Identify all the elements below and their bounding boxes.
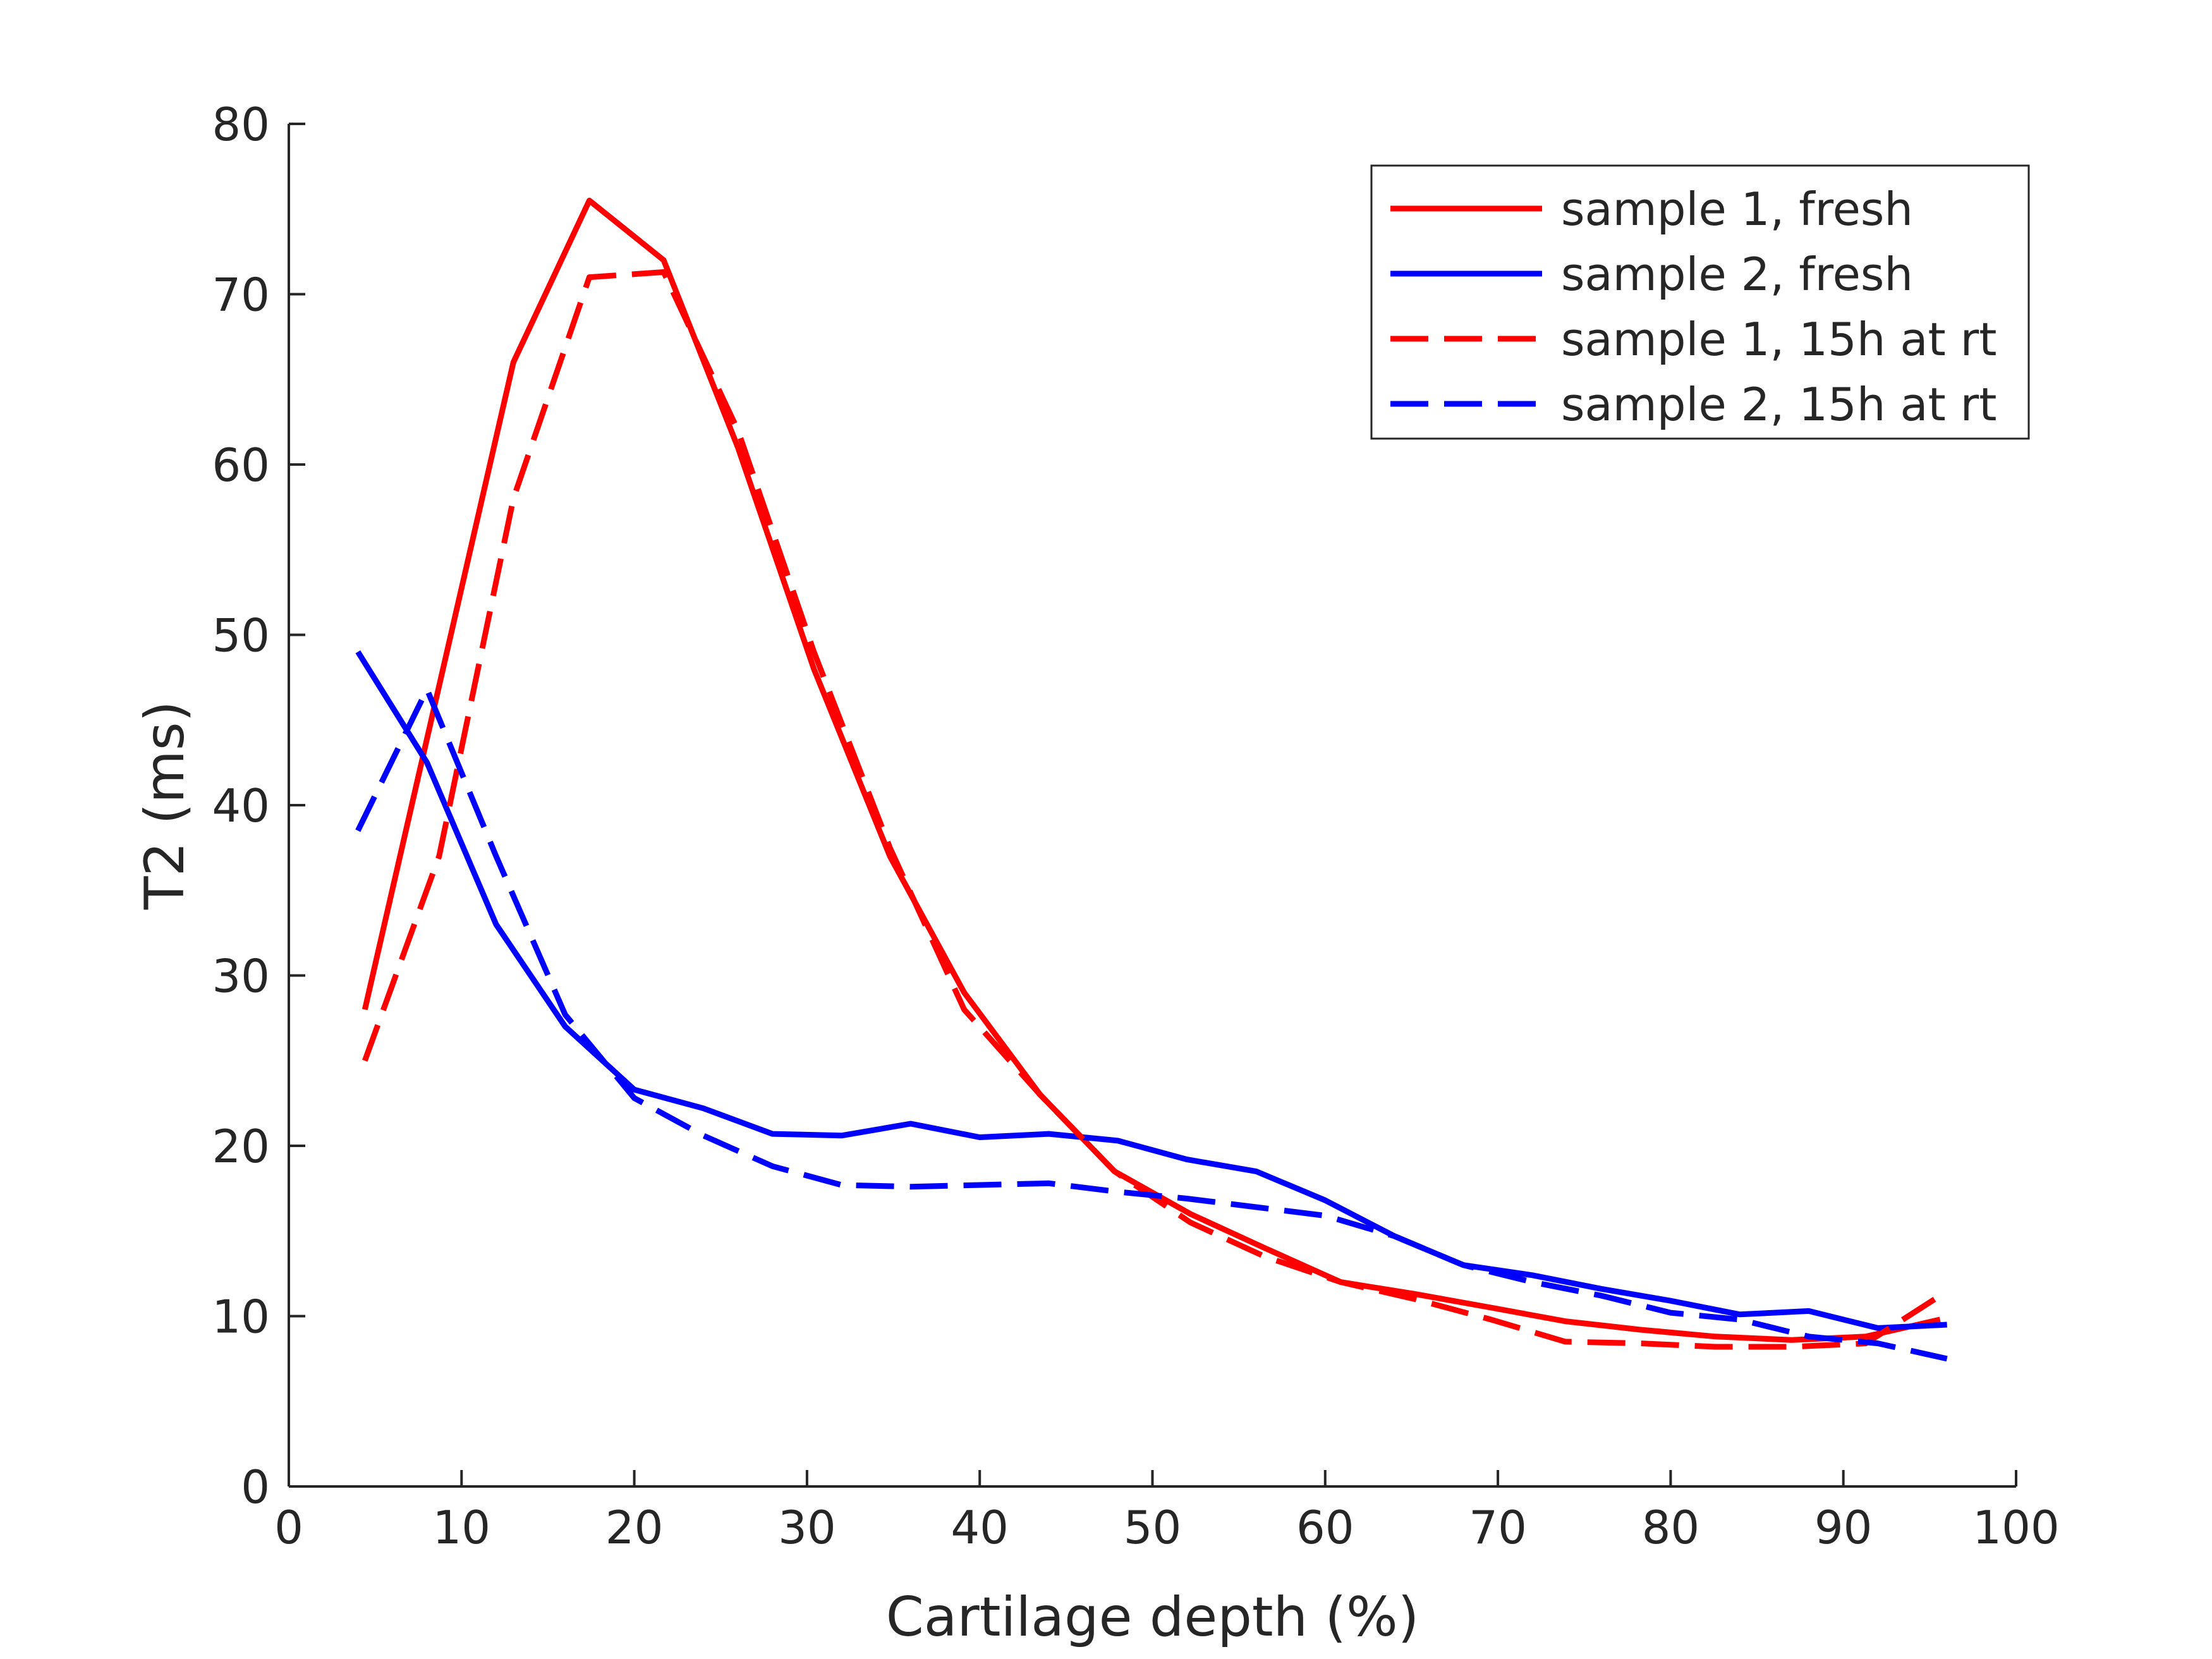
x-tick-label: 60 (1296, 1501, 1354, 1554)
y-tick-label: 50 (212, 609, 270, 662)
x-tick-label: 50 (1124, 1501, 1182, 1554)
legend-label: sample 1, fresh (1561, 183, 1913, 236)
y-tick-label: 40 (212, 779, 270, 832)
x-tick-label: 80 (1642, 1501, 1700, 1554)
x-tick-label: 20 (605, 1501, 664, 1554)
ticks-layer: 0 10 20 30 40 50 60 70 80 90 100 0 10 20 30 40 50 60 70 80 (212, 98, 2059, 1554)
legend-label: sample 2, 15h at rt (1561, 378, 1996, 431)
x-tick-label: 70 (1469, 1501, 1527, 1554)
y-tick-label: 70 (212, 269, 270, 322)
x-tick-label: 100 (1972, 1501, 2059, 1554)
x-tick-label: 30 (778, 1501, 836, 1554)
y-tick-label: 0 (241, 1461, 270, 1514)
series-layer (355, 197, 1948, 1362)
y-tick-label: 80 (212, 98, 270, 151)
legend-label: sample 2, fresh (1561, 248, 1913, 301)
y-axis-label: T2 (ms) (133, 701, 197, 910)
series-line-sample-2-15h-at-rt (355, 686, 1948, 1362)
y-tick-label: 10 (212, 1291, 270, 1344)
series-line-sample-2-fresh (355, 650, 1947, 1331)
x-tick-label: 0 (274, 1501, 303, 1554)
x-tick-label: 10 (432, 1501, 490, 1554)
x-axis-label: Cartilage depth (%) (886, 1586, 1419, 1649)
x-tick-label: 90 (1814, 1501, 1873, 1554)
y-tick-label: 20 (212, 1120, 270, 1173)
x-tick-label: 40 (951, 1501, 1009, 1554)
legend: sample 1, fresh sample 2, fresh sample 1, … (1370, 164, 2030, 440)
y-tick-label: 60 (212, 439, 270, 492)
legend-label: sample 1, 15h at rt (1561, 313, 1996, 366)
y-tick-label: 30 (212, 950, 270, 1003)
